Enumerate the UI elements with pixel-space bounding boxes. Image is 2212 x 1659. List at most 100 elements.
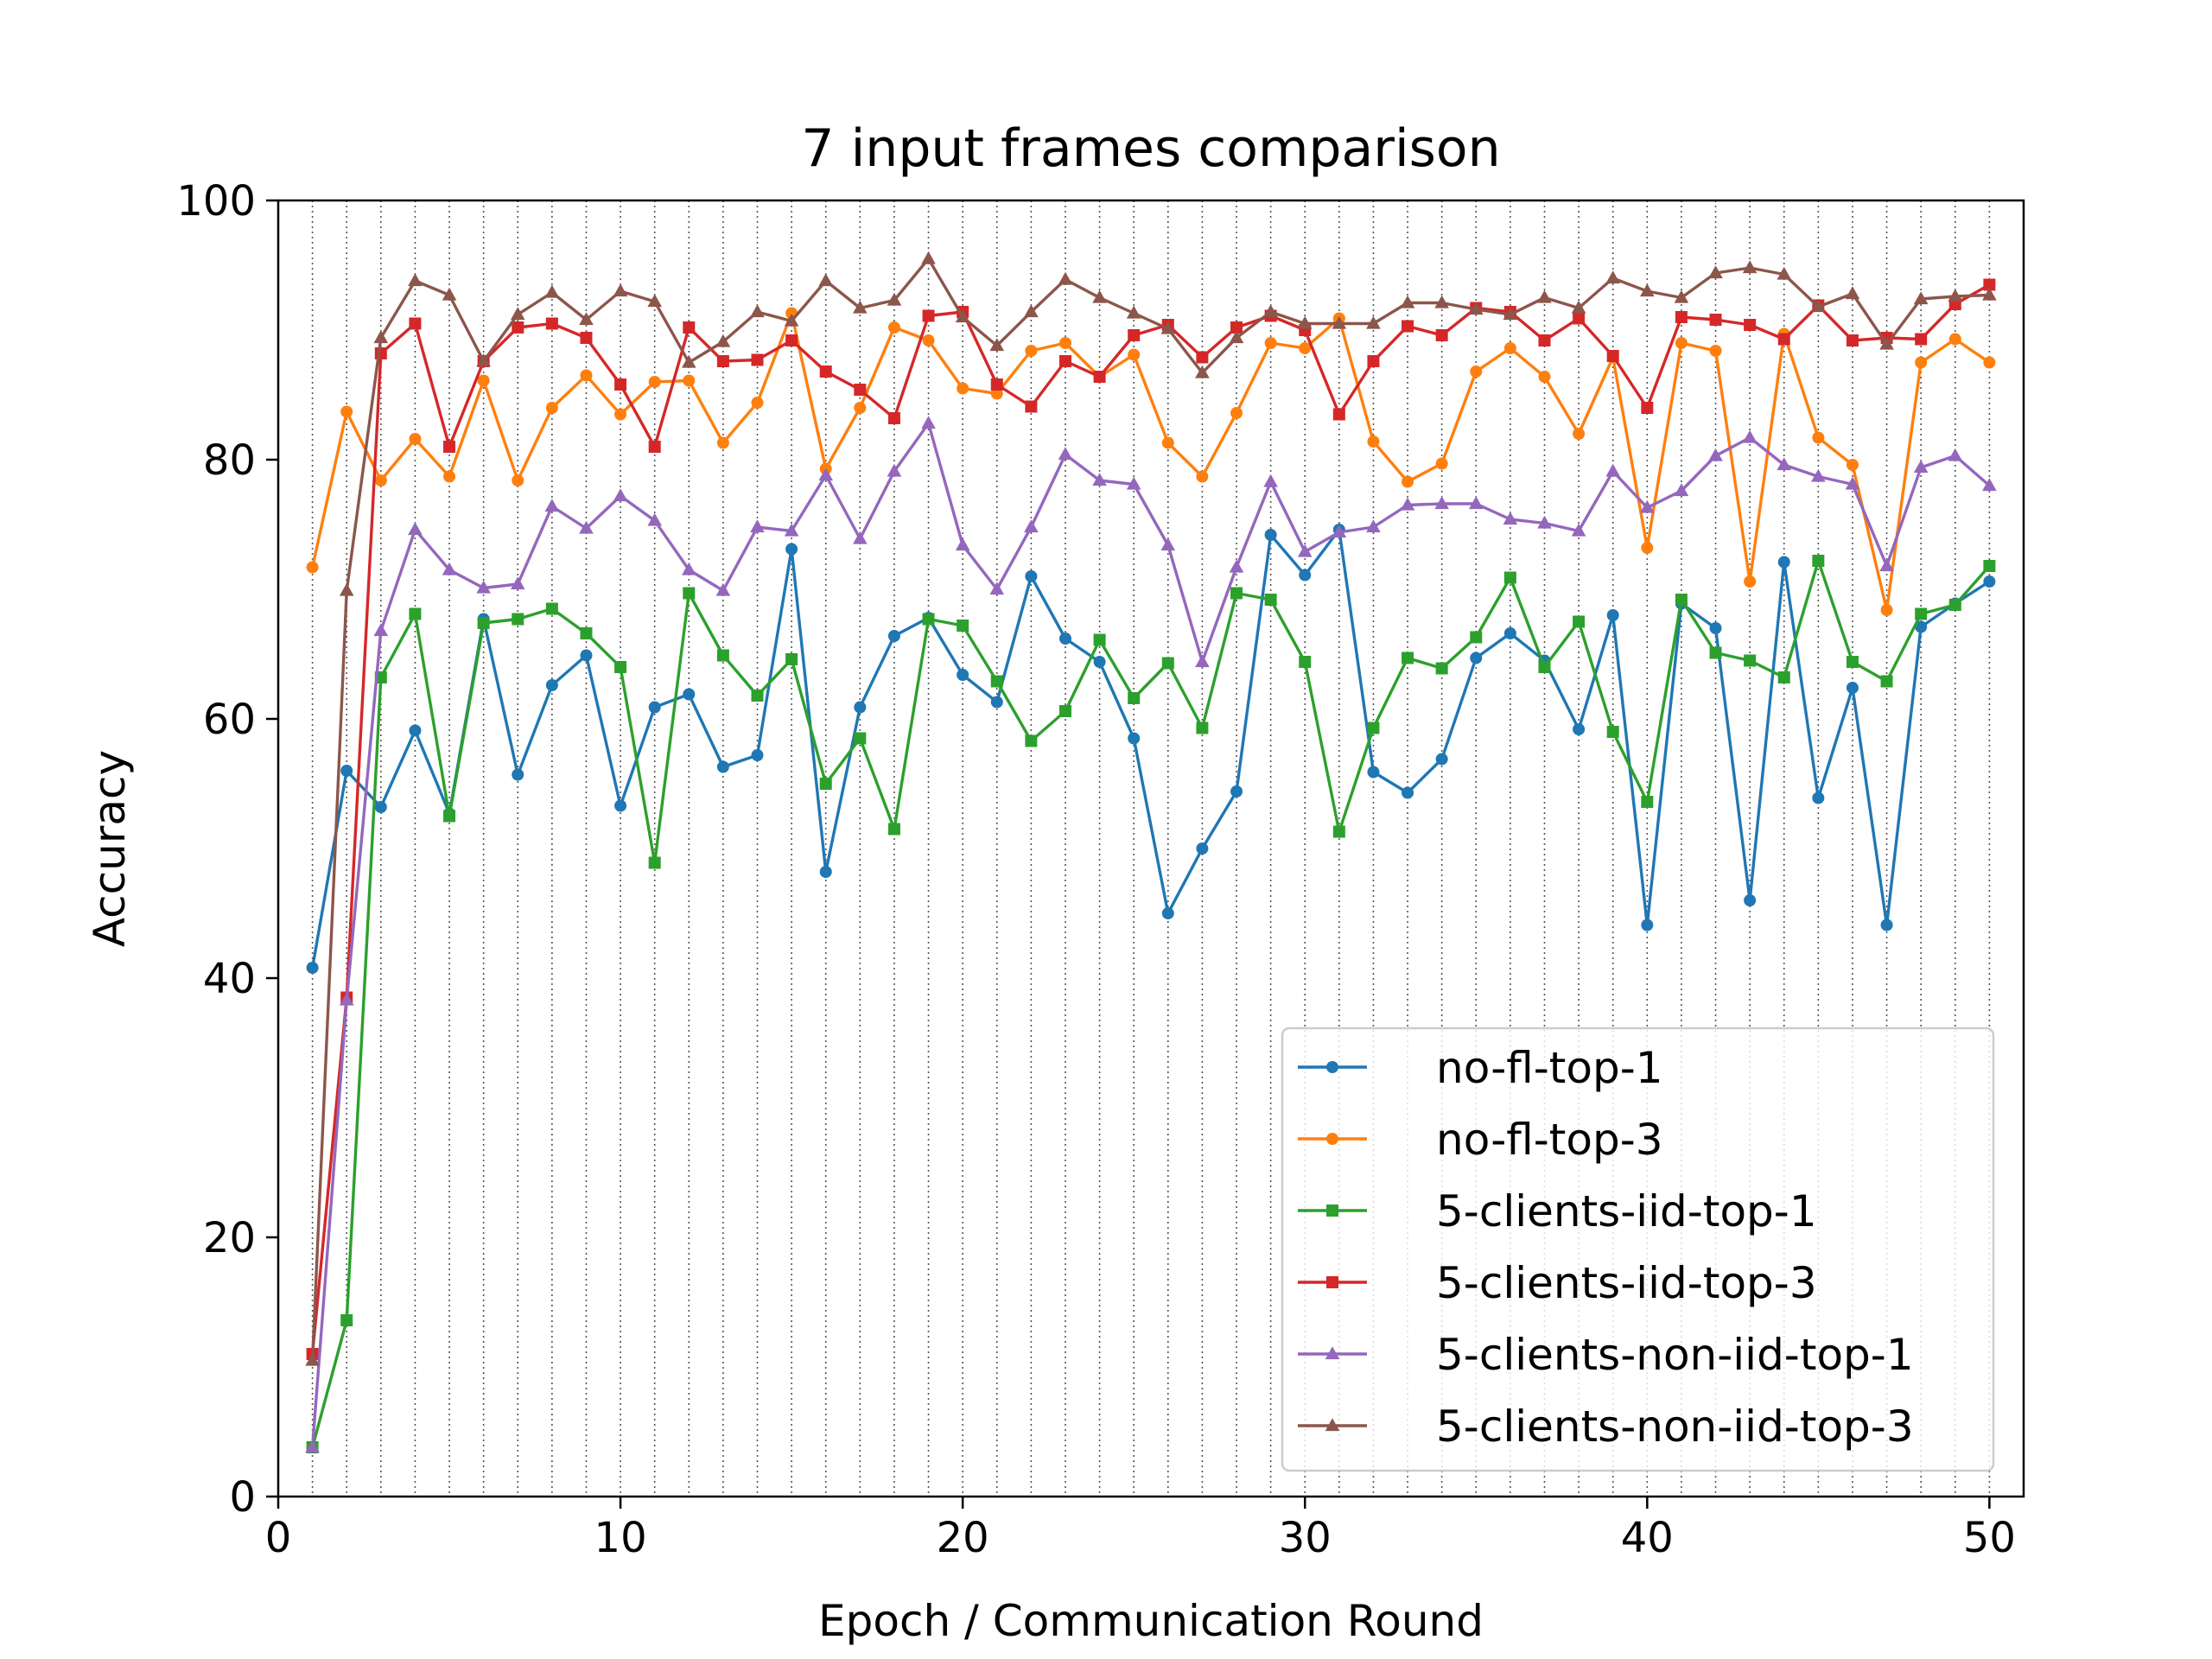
- data-point: [1812, 791, 1825, 804]
- data-point: [1400, 497, 1415, 511]
- data-point: [408, 522, 423, 536]
- data-point: [1128, 692, 1141, 704]
- data-point: [1983, 356, 1996, 369]
- data-point: [305, 1440, 320, 1453]
- legend-item: 5-clients-iid-top-1: [1298, 1186, 1817, 1236]
- data-point: [1196, 470, 1209, 483]
- data-point: [853, 300, 868, 314]
- data-point: [1675, 594, 1688, 606]
- data-point: [1606, 726, 1619, 738]
- data-point: [476, 353, 491, 367]
- data-point: [1983, 575, 1996, 588]
- data-point: [580, 627, 593, 639]
- data-point: [545, 679, 558, 691]
- data-point: [1128, 732, 1141, 745]
- legend-box: [1281, 1027, 1995, 1472]
- data-point: [683, 321, 696, 334]
- data-point: [1880, 918, 1893, 931]
- data-point: [1196, 721, 1209, 734]
- data-point: [1058, 355, 1071, 367]
- legend-label: 5-clients-non-iid-top-3: [1436, 1402, 1914, 1452]
- data-point: [443, 810, 456, 823]
- data-point: [1948, 599, 1961, 611]
- data-point: [1503, 512, 1518, 525]
- data-point: [1641, 402, 1654, 414]
- data-point: [477, 374, 490, 387]
- data-point: [1846, 334, 1859, 346]
- y-tick-label: 80: [203, 436, 256, 485]
- data-point: [1264, 337, 1277, 349]
- data-point: [957, 620, 969, 632]
- data-point: [887, 823, 900, 836]
- y-tick-label: 40: [203, 955, 256, 1003]
- data-point: [1402, 652, 1414, 664]
- data-point: [1263, 304, 1278, 318]
- data-point: [1709, 646, 1722, 659]
- data-point: [1913, 291, 1929, 305]
- data-point: [1025, 570, 1038, 582]
- y-tick-label: 100: [176, 177, 256, 226]
- data-point: [989, 338, 1005, 352]
- data-point: [1093, 633, 1106, 646]
- data-point: [1434, 295, 1449, 308]
- data-point: [887, 292, 902, 306]
- x-tick-label: 20: [937, 1514, 989, 1562]
- data-point: [1400, 295, 1415, 308]
- data-point: [1538, 371, 1551, 383]
- x-tick-label: 40: [1621, 1514, 1674, 1562]
- data-point: [1126, 476, 1141, 490]
- data-point: [648, 441, 661, 453]
- data-point: [1915, 620, 1928, 633]
- x-tick-label: 10: [594, 1514, 647, 1562]
- legend-marker: [1326, 1133, 1338, 1145]
- data-point: [990, 675, 1003, 688]
- data-point: [1880, 604, 1893, 616]
- data-point: [1367, 355, 1380, 367]
- legend-label: no-fl-top-1: [1436, 1043, 1663, 1093]
- data-point: [374, 801, 387, 813]
- y-axis-label: Accuracy: [85, 750, 135, 947]
- data-point: [1297, 543, 1313, 557]
- data-point: [545, 402, 558, 414]
- data-point: [1708, 265, 1723, 279]
- data-point: [1195, 365, 1210, 378]
- data-point: [1537, 515, 1552, 529]
- data-point: [854, 402, 867, 414]
- data-point: [1093, 656, 1106, 668]
- data-point: [785, 543, 798, 556]
- data-point: [1058, 337, 1071, 349]
- data-point: [1913, 460, 1929, 474]
- data-point: [750, 519, 765, 533]
- data-point: [1264, 529, 1277, 541]
- data-point: [818, 273, 834, 287]
- data-point: [1573, 723, 1586, 735]
- data-point: [990, 696, 1003, 709]
- data-point: [1915, 607, 1928, 620]
- data-point: [1948, 448, 1963, 461]
- data-point: [544, 499, 560, 512]
- data-point: [1196, 842, 1209, 855]
- data-point: [544, 284, 560, 298]
- data-point: [819, 365, 832, 378]
- data-point: [1606, 609, 1619, 621]
- data-point: [1435, 753, 1448, 766]
- data-point: [1640, 499, 1655, 513]
- data-point: [614, 408, 627, 421]
- legend-item: no-fl-top-1: [1298, 1043, 1663, 1093]
- data-point: [1742, 429, 1758, 443]
- data-point: [1571, 300, 1586, 314]
- data-point: [1128, 348, 1141, 361]
- data-point: [1880, 675, 1893, 688]
- data-point: [1230, 587, 1243, 600]
- data-point: [1983, 560, 1996, 572]
- legend-marker: [1326, 1276, 1338, 1288]
- data-point: [1982, 478, 1997, 492]
- data-point: [1058, 705, 1071, 717]
- data-point: [614, 799, 627, 812]
- data-point: [1503, 307, 1518, 321]
- data-point: [1675, 337, 1688, 349]
- data-point: [1367, 721, 1380, 734]
- data-point: [681, 354, 696, 368]
- data-point: [1538, 334, 1551, 346]
- data-point: [751, 749, 764, 761]
